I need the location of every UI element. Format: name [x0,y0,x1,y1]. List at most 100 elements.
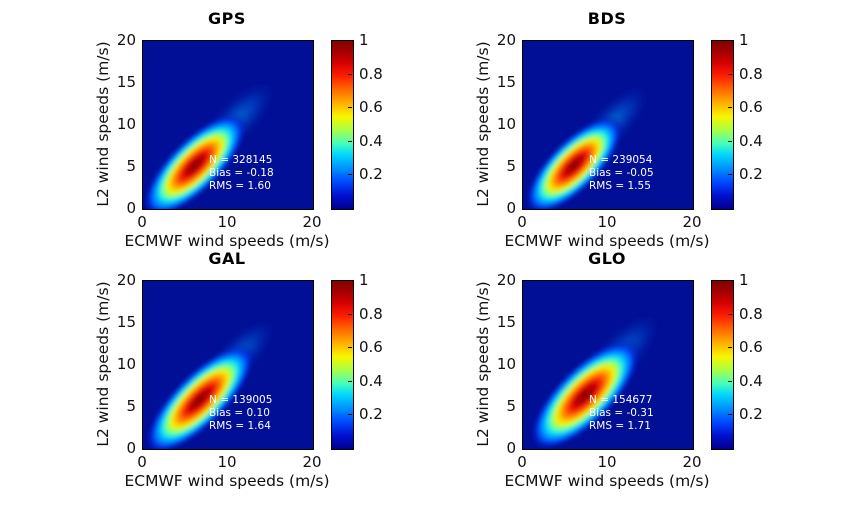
colorbar-tick-mark [728,140,732,142]
colorbar [711,40,734,210]
colorbar-tick-mark [728,174,732,176]
heatmap-plot: N = 139005 Bias = 0.10 RMS = 1.64 [142,280,314,450]
panel-title: GPS [208,9,246,28]
colorbar-tick-mark [348,313,352,315]
colorbar-tick-label: 0.8 [359,64,383,83]
colorbar-tick-mark [728,347,732,349]
stat-bias: Bias = -0.05 [589,167,654,179]
stat-bias: Bias = 0.10 [209,407,270,419]
colorbar-tick-mark [728,73,732,75]
colorbar-tick-label: 0.2 [739,165,763,184]
x-tick-label: 0 [517,453,527,471]
y-tick-label: 10 [116,355,136,373]
x-tick-label: 10 [597,213,617,231]
density-panel: BDS L2 wind speeds (m/s) N = 239054 Bias… [472,8,802,260]
density-heatmap [523,281,693,449]
density-core [143,113,247,209]
stat-rms: RMS = 1.71 [589,420,651,432]
stats-annotation: N = 328145 Bias = -0.18 RMS = 1.60 [209,154,274,193]
stats-annotation: N = 239054 Bias = -0.05 RMS = 1.55 [589,154,654,193]
density-heatmap [143,281,313,449]
stat-bias: Bias = -0.18 [209,167,274,179]
x-tick-label: 20 [682,213,702,231]
x-axis-label: ECMWF wind speeds (m/s) [504,472,710,490]
colorbar-tick-label: 0.6 [359,98,383,117]
y-tick-label: 0 [506,439,516,457]
y-tick-label: 20 [496,31,516,49]
colorbar-tick-label: 0.4 [359,131,383,150]
x-tick-label: 10 [217,453,237,471]
stats-annotation: N = 139005 Bias = 0.10 RMS = 1.64 [209,394,272,433]
heatmap-plot: N = 154677 Bias = -0.31 RMS = 1.71 [522,280,694,450]
stat-n: N = 239054 [589,154,653,166]
colorbar-tick-label: 0.6 [739,338,763,357]
colorbar-tick-label: 0.6 [359,338,383,357]
y-tick-label: 15 [496,313,516,331]
colorbar-tick-mark [728,414,732,416]
colorbar-tick-label: 0.4 [359,371,383,390]
x-axis-label: ECMWF wind speeds (m/s) [504,232,710,250]
stat-rms: RMS = 1.60 [209,180,271,192]
density-core [525,116,623,209]
x-tick-label: 0 [137,453,147,471]
y-tick-label: 5 [506,157,516,175]
stat-n: N = 154677 [589,394,653,406]
colorbar [711,280,734,450]
colorbar-tick-mark [348,174,352,176]
heatmap-plot: N = 239054 Bias = -0.05 RMS = 1.55 [522,40,694,210]
density-heatmap [143,41,313,209]
stat-n: N = 328145 [209,154,273,166]
stat-n: N = 139005 [209,394,273,406]
density-panel: GAL L2 wind speeds (m/s) N = 139005 Bias… [92,248,422,500]
colorbar-tick-label: 0.2 [739,405,763,424]
colorbar-tick-mark [728,40,732,41]
colorbar-tick-label: 0.8 [739,64,763,83]
colorbar-tick-mark [348,347,352,349]
panel-title: BDS [587,9,627,28]
panel-title: GAL [208,249,246,268]
colorbar [331,40,354,210]
y-tick-label: 0 [126,199,136,217]
density-panel: GLO L2 wind speeds (m/s) N = 154677 Bias… [472,248,802,500]
y-tick-label: 20 [116,31,136,49]
y-tick-label: 0 [506,199,516,217]
colorbar-tick-mark [728,107,732,109]
y-tick-label: 10 [496,115,516,133]
y-tick-label: 15 [496,73,516,91]
x-tick-label: 10 [597,453,617,471]
colorbar-tick-mark [348,73,352,75]
density-core [530,340,640,449]
stat-bias: Bias = -0.31 [589,407,654,419]
colorbar-tick-label: 1 [359,271,369,289]
x-tick-label: 20 [302,213,322,231]
colorbar-tick-label: 0.6 [739,98,763,117]
colorbar [331,280,354,450]
colorbar-tick-label: 0.4 [739,131,763,150]
y-tick-label: 20 [116,271,136,289]
y-tick-label: 5 [506,397,516,415]
density-panel: GPS L2 wind speeds (m/s) N = 328145 Bias… [92,8,422,260]
x-tick-label: 0 [137,213,147,231]
colorbar-tick-label: 0.2 [359,165,383,184]
y-tick-label: 5 [126,397,136,415]
colorbar-tick-label: 1 [739,31,749,49]
stat-rms: RMS = 1.55 [589,180,651,192]
y-tick-label: 15 [116,73,136,91]
colorbar-tick-label: 0.2 [359,405,383,424]
colorbar-tick-label: 1 [359,31,369,49]
x-tick-label: 10 [217,213,237,231]
colorbar-tick-mark [348,280,352,281]
colorbar-tick-label: 0.4 [739,371,763,390]
y-tick-label: 10 [116,115,136,133]
stat-rms: RMS = 1.64 [209,420,271,432]
y-tick-label: 5 [126,157,136,175]
y-tick-label: 15 [116,313,136,331]
y-tick-label: 20 [496,271,516,289]
colorbar-tick-label: 1 [739,271,749,289]
colorbar-tick-mark [728,380,732,382]
colorbar-tick-mark [348,107,352,109]
colorbar-tick-mark [348,40,352,41]
colorbar-tick-label: 0.8 [359,304,383,323]
y-tick-label: 10 [496,355,516,373]
x-tick-label: 0 [517,213,527,231]
